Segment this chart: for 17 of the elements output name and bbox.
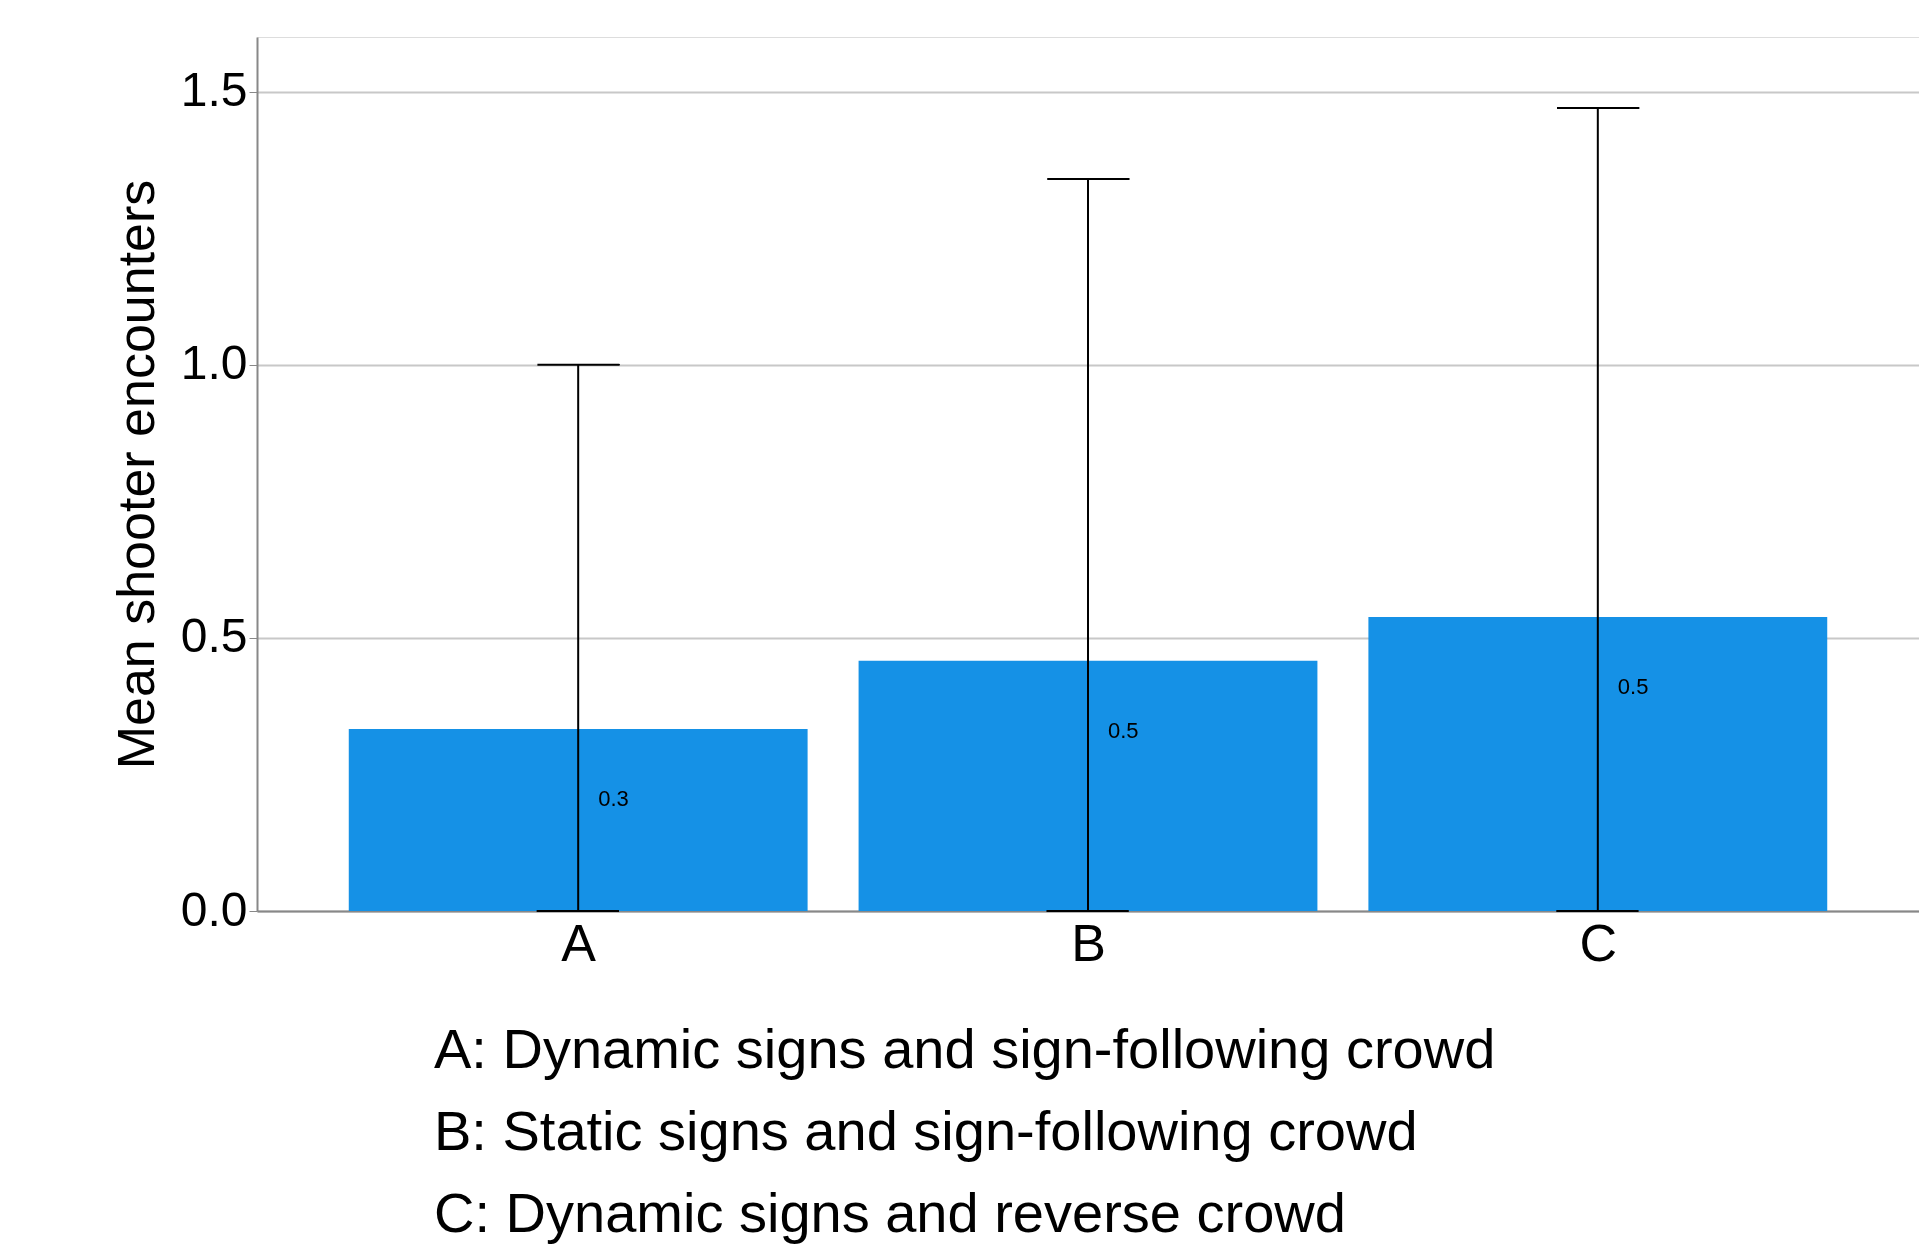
text: B: Static signs and sign-following crowd [434,1099,1418,1162]
y-tick-label: 0.0 [180,882,248,936]
x-tick-label: B [1071,913,1106,972]
y-tick-label: 1.0 [180,336,248,390]
data-label: 0.5 [1108,717,1139,743]
bar [1368,617,1828,911]
text: A: Dynamic signs and sign-following crowd [434,1017,1496,1080]
bar [858,660,1318,911]
x-tick-label: C [1579,913,1618,972]
x-tick-label: A [561,913,597,972]
bar [348,729,808,911]
y-tick-label: 1.5 [180,63,248,117]
data-label: 0.5 [1617,674,1649,700]
text: C: Dynamic signs and reverse crowd [434,1181,1346,1244]
y-axis-title: Mean shooter encounters [106,179,165,770]
y-tick-label: 0.5 [180,609,248,663]
data-label: 0.3 [598,786,629,812]
